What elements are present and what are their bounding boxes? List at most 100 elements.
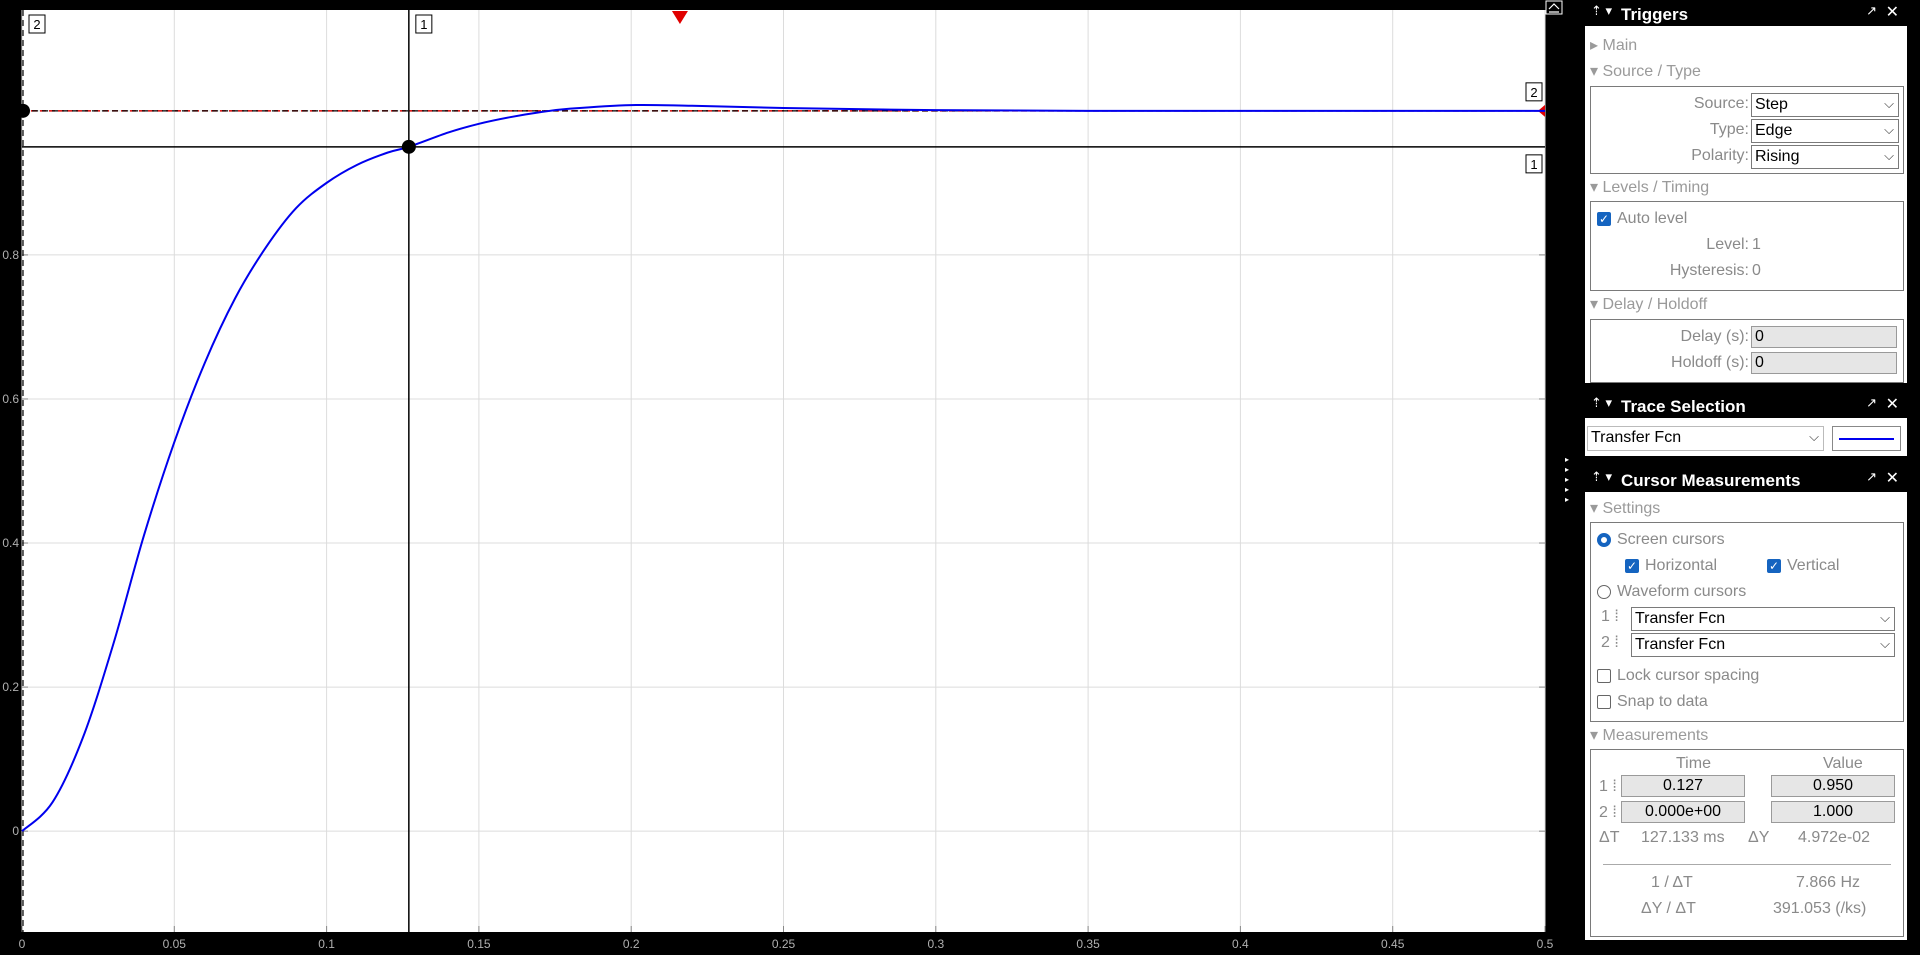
levels-timing-box: ✓ Auto level Level: 1 Hysteresis: 0 xyxy=(1590,201,1904,291)
section-settings[interactable]: ▾ Settings xyxy=(1590,500,1661,517)
x-tick-label: 0 xyxy=(19,937,26,951)
source-label: Source: xyxy=(1693,95,1749,112)
scope-plot[interactable]: 0 0.05 0.1 0.15 0.2 0.25 0.3 0.35 0.4 0.45 0.5 0 0.… xyxy=(0,0,1570,955)
x-tick-label: 0.4 xyxy=(1232,937,1249,951)
cursor-1-tag-horizontal-box[interactable] xyxy=(1525,154,1543,174)
horizontal-label: Horizontal xyxy=(1645,557,1718,574)
screen-cursors-radio[interactable] xyxy=(1597,533,1611,547)
close-icon[interactable]: ✕ xyxy=(1885,470,1899,487)
cursor-2-tag-horizontal-box[interactable] xyxy=(1525,82,1543,102)
undock-icon[interactable]: ↗ xyxy=(1866,3,1877,18)
cursor-1-tag-horizontal[interactable]: 1 xyxy=(1525,154,1543,174)
x-tick-label: 0.3 xyxy=(927,937,944,951)
cursor-1-signal-select[interactable]: Transfer Fcn ⌵ xyxy=(1631,607,1895,631)
delay-holdoff-box: Delay (s): 0 Holdoff (s): 0 xyxy=(1590,319,1904,383)
vertical-checkbox[interactable]: ✓ xyxy=(1767,559,1781,573)
pin-icon[interactable]: ⇡ ▾ xyxy=(1591,3,1613,18)
y-tick-label: 0.8 xyxy=(2,248,19,262)
holdoff-label: Holdoff (s): xyxy=(1671,354,1749,371)
trace-selection-header: ⇡ ▾ Trace Selection ↗ ✕ xyxy=(1585,394,1907,418)
polarity-select[interactable]: Rising ⌵ xyxy=(1751,145,1899,169)
cursor-1-time: 0.127 xyxy=(1621,775,1745,797)
hysteresis-label: Hysteresis: xyxy=(1669,262,1749,279)
hysteresis-value: 0 xyxy=(1752,262,1761,279)
chevron-down-icon: ⌵ xyxy=(1884,148,1894,163)
cursor-2-signal-select[interactable]: Transfer Fcn ⌵ xyxy=(1631,633,1895,657)
delay-input[interactable]: 0 xyxy=(1751,326,1897,348)
delta-y-value: 4.972e-02 xyxy=(1798,829,1871,846)
x-tick-label: 0.45 xyxy=(1381,937,1405,951)
section-delay-holdoff[interactable]: ▾ Delay / Holdoff xyxy=(1590,296,1708,313)
cursor-2-label: 2 ⁞ xyxy=(1601,634,1619,651)
vertical-label: Vertical xyxy=(1787,557,1840,574)
section-levels-timing[interactable]: ▾ Levels / Timing xyxy=(1590,179,1710,196)
traces xyxy=(21,103,1545,832)
cursor-1-label: 1 ⁞ xyxy=(1601,608,1619,625)
trace-selection-panel: ⇡ ▾ Trace Selection ↗ ✕ Transfer Fcn ⌵ xyxy=(1585,394,1907,456)
value-header: Value xyxy=(1823,755,1863,772)
cursor-2-time: 0.000e+00 xyxy=(1621,801,1745,823)
source-select[interactable]: Step ⌵ xyxy=(1751,93,1899,117)
y-tick-label: 0.2 xyxy=(2,680,19,694)
cursor-2-tag-vertical-text: 2 xyxy=(33,17,40,32)
panel-collapse-arrows[interactable]: ▸ ▸ ▸ ▸ ▸ xyxy=(1565,455,1570,504)
close-icon[interactable]: ✕ xyxy=(1885,396,1899,413)
cursor-1-tag-horizontal-text: 1 xyxy=(1530,157,1537,172)
level-value: 1 xyxy=(1752,236,1761,253)
cursor-1-tag-vertical[interactable]: 1 xyxy=(415,14,433,34)
pin-icon[interactable]: ⇡ ▾ xyxy=(1591,395,1613,410)
triggers-panel-header: ⇡ ▾ Triggers ↗ ✕ xyxy=(1585,2,1907,26)
close-icon[interactable]: ✕ xyxy=(1885,4,1899,21)
level-label: Level: xyxy=(1706,236,1749,253)
snap-to-data-label: Snap to data xyxy=(1617,693,1708,710)
settings-box: Screen cursors ✓ Horizontal ✓ Vertical W… xyxy=(1590,522,1904,722)
polarity-label: Polarity: xyxy=(1691,147,1749,164)
cursor-1-value: 0.950 xyxy=(1771,775,1895,797)
trace-color-line xyxy=(1839,438,1894,440)
cursor-2-tag-vertical[interactable]: 2 xyxy=(28,14,46,34)
trace-line-style-swatch[interactable] xyxy=(1832,426,1901,451)
y-tick-label: 0 xyxy=(12,824,19,838)
cursor-1-marker[interactable] xyxy=(401,139,416,154)
y-tick-labels: 0 0.2 0.4 0.6 0.8 xyxy=(2,248,19,838)
divider xyxy=(1603,864,1891,865)
section-source-type[interactable]: ▾ Source / Type xyxy=(1590,63,1701,80)
cursors[interactable]: 1 2 1 2 xyxy=(22,10,1545,932)
cursor-1-tag-vertical-text: 1 xyxy=(420,17,427,32)
source-type-box: Source: Step ⌵ Type: Edge ⌵ Polarity: Risi… xyxy=(1590,86,1904,174)
x-tick-label: 0.2 xyxy=(623,937,640,951)
cursor-2-marker[interactable] xyxy=(16,103,30,118)
trace-select[interactable]: Transfer Fcn ⌵ xyxy=(1587,426,1824,451)
trigger-time-marker[interactable] xyxy=(671,11,688,24)
cursor-2-tag-vertical-box[interactable] xyxy=(28,14,46,34)
inverse-delta-t-value: 7.866 Hz xyxy=(1796,874,1861,891)
screen-cursors-label: Screen cursors xyxy=(1617,531,1725,548)
type-select[interactable]: Edge ⌵ xyxy=(1751,119,1899,143)
panel-title: Triggers xyxy=(1621,5,1689,24)
auto-level-checkbox[interactable]: ✓ xyxy=(1597,212,1611,226)
undock-icon[interactable]: ↗ xyxy=(1866,395,1877,410)
panel-title: Cursor Measurements xyxy=(1621,471,1801,490)
lock-cursor-spacing-checkbox[interactable] xyxy=(1597,669,1611,683)
y-tick-label: 0.4 xyxy=(2,536,19,550)
measurements-box: Time Value 1 ⁞ 0.127 0.950 2 ⁞ 0.000e+00… xyxy=(1590,749,1904,937)
lock-cursor-spacing-label: Lock cursor spacing xyxy=(1617,667,1760,684)
panel-title: Trace Selection xyxy=(1621,397,1746,416)
chevron-down-icon: ⌵ xyxy=(1884,122,1894,137)
pin-icon[interactable]: ⇡ ▾ xyxy=(1591,469,1613,484)
section-measurements[interactable]: ▾ Measurements xyxy=(1590,727,1709,744)
x-tick-labels: 0 0.05 0.1 0.15 0.2 0.25 0.3 0.35 0.4 0.45 0.5 xyxy=(19,937,1554,951)
cursor-1-tag-vertical-box[interactable] xyxy=(415,14,433,34)
y-tick-label: 0.6 xyxy=(2,392,19,406)
horizontal-checkbox[interactable]: ✓ xyxy=(1625,559,1639,573)
waveform-cursors-radio[interactable] xyxy=(1597,585,1611,599)
snap-to-data-checkbox[interactable] xyxy=(1597,695,1611,709)
holdoff-input[interactable]: 0 xyxy=(1751,352,1897,374)
cursor-measurements-header: ⇡ ▾ Cursor Measurements ↗ ✕ xyxy=(1585,468,1907,492)
cursor-markers[interactable] xyxy=(16,103,416,154)
section-main[interactable]: ▸ Main xyxy=(1590,37,1638,54)
undock-icon[interactable]: ↗ xyxy=(1866,469,1877,484)
cursor-2-tag-horizontal[interactable]: 2 xyxy=(1525,82,1543,102)
expand-legend-icon[interactable] xyxy=(1545,0,1563,15)
row-2-label: 2 ⁞ xyxy=(1599,804,1617,821)
